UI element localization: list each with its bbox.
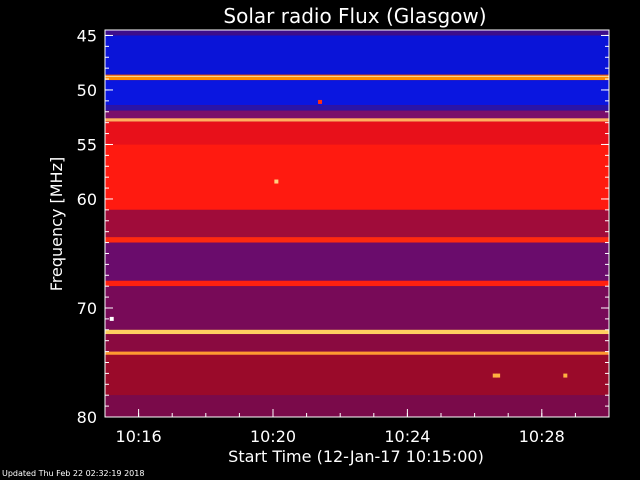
spectrum-band-4 bbox=[105, 76, 609, 81]
spectrum-band-1 bbox=[105, 35, 609, 75]
y-tick-label-0: 45 bbox=[77, 26, 97, 45]
y-tick-label-1: 50 bbox=[77, 81, 97, 100]
x-axis-title: Start Time (12-Jan-17 10:15:00) bbox=[228, 447, 484, 466]
y-tick-label-2: 55 bbox=[77, 135, 97, 154]
spectrum-band-6 bbox=[105, 105, 609, 111]
spectrum-band-12 bbox=[105, 237, 609, 243]
spectrum-band-19 bbox=[105, 354, 609, 396]
x-tick-label-3: 10:28 bbox=[519, 427, 565, 446]
plot-area bbox=[104, 29, 610, 418]
burst-spot-4 bbox=[318, 99, 323, 104]
spectrum-band-0 bbox=[105, 30, 609, 36]
x-tick-label-0: 10:16 bbox=[116, 427, 162, 446]
y-tick-label-4: 70 bbox=[77, 299, 97, 318]
y-axis: 45 50 55 60 70 80 bbox=[77, 26, 609, 427]
spectrum-band-16 bbox=[105, 329, 609, 335]
x-tick-label-1: 10:20 bbox=[250, 427, 296, 446]
updated-timestamp: Updated Thu Feb 22 02:32:19 2018 bbox=[2, 469, 145, 478]
burst-spot-1 bbox=[496, 373, 501, 378]
spectrum-band-5 bbox=[105, 80, 609, 106]
burst-spot-0 bbox=[492, 373, 497, 378]
spectrum-band-18 bbox=[105, 351, 609, 355]
spectrum-band-7 bbox=[105, 110, 609, 119]
burst-spot-5 bbox=[109, 316, 114, 321]
plot-frame bbox=[104, 29, 610, 418]
y-tick-label-5: 80 bbox=[77, 408, 97, 427]
spectrum-band-9 bbox=[105, 121, 609, 145]
spectrum-band-13 bbox=[105, 242, 609, 281]
y-axis-title: Frequency [MHz] bbox=[47, 157, 66, 291]
spectrum-band-8 bbox=[105, 118, 609, 122]
spectrum-band-20 bbox=[105, 395, 609, 417]
spectrum-band-15 bbox=[105, 286, 609, 330]
spectrum-band-10 bbox=[105, 144, 609, 210]
spectrum-band-17 bbox=[105, 334, 609, 352]
chart-title: Solar radio Flux (Glasgow) bbox=[223, 4, 486, 28]
spectrum-band-2 bbox=[105, 74, 609, 76]
spectrum-band-14 bbox=[105, 280, 609, 287]
x-axis: 10:16 10:20 10:24 10:28 bbox=[104, 409, 610, 446]
y-tick-label-3: 60 bbox=[77, 190, 97, 209]
burst-spot-2 bbox=[563, 373, 568, 378]
spectrum-band-3 bbox=[105, 75, 609, 77]
burst-spot-3 bbox=[274, 179, 279, 184]
x-tick-label-2: 10:24 bbox=[384, 427, 430, 446]
spectrum-band-11 bbox=[105, 209, 609, 238]
